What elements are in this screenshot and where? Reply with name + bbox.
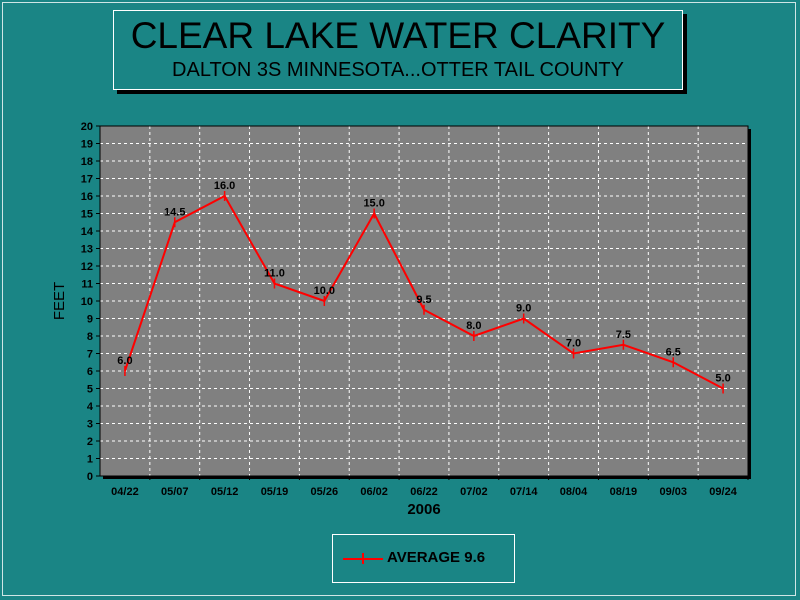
data-label: 6.5	[666, 346, 681, 358]
y-tick-label: 4	[87, 401, 94, 413]
y-tick-label: 10	[81, 296, 93, 308]
y-tick-label: 16	[81, 191, 93, 203]
data-label: 7.5	[616, 329, 631, 341]
legend-label: AVERAGE 9.6	[387, 549, 486, 566]
data-label: 7.0	[566, 338, 581, 350]
y-tick-label: 18	[81, 156, 93, 168]
y-tick-label: 17	[81, 174, 93, 186]
y-tick-label: 7	[87, 349, 93, 361]
y-tick-label: 19	[81, 139, 93, 151]
y-tick-label: 9	[87, 314, 93, 326]
x-tick-label: 06/02	[360, 486, 388, 498]
y-tick-label: 14	[81, 226, 94, 238]
x-axis-title: 2006	[407, 501, 440, 518]
y-tick-label: 2	[87, 436, 93, 448]
y-axis-title: FEET	[51, 282, 68, 320]
y-tick-label: 8	[87, 331, 93, 343]
data-label: 10.0	[314, 285, 335, 297]
x-tick-label: 08/04	[560, 486, 588, 498]
data-label: 15.0	[363, 198, 384, 210]
y-tick-label: 5	[87, 384, 93, 396]
y-tick-label: 15	[81, 209, 93, 221]
y-tick-label: 0	[87, 471, 93, 483]
x-tick-label: 09/24	[709, 486, 737, 498]
legend-series-marker	[362, 553, 364, 564]
data-label: 9.0	[516, 303, 531, 315]
y-tick-label: 20	[81, 121, 93, 133]
data-label: 6.0	[117, 355, 132, 367]
y-tick-label: 11	[81, 279, 93, 291]
data-label: 8.0	[466, 320, 481, 332]
x-tick-label: 05/07	[161, 486, 189, 498]
x-tick-label: 05/26	[311, 486, 339, 498]
chart-subtitle: DALTON 3S MINNESOTA...OTTER TAIL COUNTY	[172, 59, 624, 81]
title-box: CLEAR LAKE WATER CLARITY DALTON 3S MINNE…	[113, 10, 683, 90]
data-label: 5.0	[715, 373, 730, 385]
x-tick-label: 05/19	[261, 486, 289, 498]
y-tick-label: 13	[81, 244, 93, 256]
x-tick-label: 04/22	[111, 486, 139, 498]
legend: AVERAGE 9.6	[332, 534, 515, 583]
x-tick-label: 07/14	[510, 486, 538, 498]
data-label: 9.5	[416, 294, 431, 306]
y-tick-label: 3	[87, 419, 93, 431]
y-tick-label: 12	[81, 261, 93, 273]
data-label: 11.0	[264, 268, 285, 280]
x-tick-label: 07/02	[460, 486, 488, 498]
x-tick-label: 05/12	[211, 486, 239, 498]
chart-title: CLEAR LAKE WATER CLARITY	[130, 15, 666, 56]
data-label: 16.0	[214, 180, 235, 192]
y-tick-label: 1	[87, 454, 93, 466]
x-tick-label: 08/19	[610, 486, 638, 498]
x-tick-label: 06/22	[410, 486, 438, 498]
x-tick-label: 09/03	[659, 486, 687, 498]
y-tick-label: 6	[87, 366, 93, 378]
data-label: 14.5	[164, 206, 185, 218]
plot-border	[99, 125, 749, 477]
